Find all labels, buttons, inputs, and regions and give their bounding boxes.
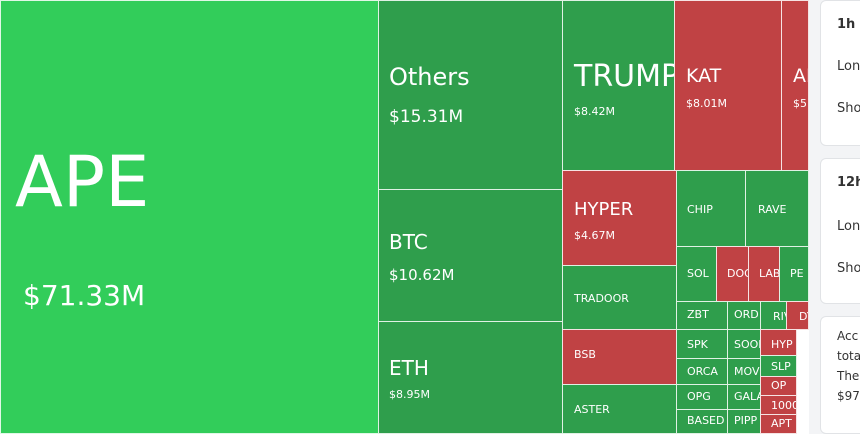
tile-label: HYP <box>771 338 793 351</box>
tile-value: $5. <box>793 97 809 110</box>
tile-value: $8.42M <box>574 105 615 118</box>
treemap-tile[interactable]: TRUMP $8.42M <box>562 0 675 171</box>
tile-label: SOL <box>687 267 709 280</box>
sidebar-card: 12h Lon Sho <box>820 158 860 304</box>
tile-label: BASED <box>687 414 725 427</box>
treemap-tile[interactable]: MOV <box>727 358 761 385</box>
tile-label: RAVE <box>758 203 787 216</box>
treemap-tile[interactable]: DY <box>786 301 809 330</box>
tile-label: BSB <box>574 348 596 361</box>
tile-value: $10.62M <box>389 266 455 284</box>
tile-label: APT <box>771 417 792 430</box>
treemap-tile[interactable]: ORCA <box>676 358 728 385</box>
card-text: tota <box>837 349 860 363</box>
tile-value: $71.33M <box>23 279 146 312</box>
tile-label: OPG <box>687 390 711 403</box>
treemap-tile[interactable]: OPG <box>676 384 728 410</box>
treemap-tile[interactable]: RIV <box>760 301 787 330</box>
tile-label: OP <box>771 379 787 392</box>
tile-label: TRUMP <box>574 59 675 94</box>
treemap-tile[interactable]: ZBT <box>676 301 728 330</box>
tile-label: GALA <box>734 390 761 403</box>
treemap-tile[interactable]: PIPP <box>727 409 761 434</box>
tile-value: $8.95M <box>389 388 430 401</box>
tile-label: PE <box>790 267 804 280</box>
card-text: Sho <box>837 101 860 116</box>
treemap-tile[interactable]: SOON <box>727 329 761 359</box>
tile-label: Others <box>389 63 470 91</box>
tile-value: $15.31M <box>389 107 464 127</box>
tile-label: AI <box>793 65 808 87</box>
tile-label: ASTER <box>574 403 610 416</box>
tile-label: TRADOOR <box>574 292 629 305</box>
treemap-tile[interactable]: BSB <box>562 329 677 385</box>
tile-label: SLP <box>771 360 791 373</box>
tile-label: ZBT <box>687 308 709 321</box>
sidebar-card: 1h Lon Sho <box>820 0 860 146</box>
treemap-tile[interactable]: SLP <box>760 355 797 377</box>
tile-label: ETH <box>389 356 429 380</box>
treemap: APE $71.33M Others $15.31M BTC $10.62M ETH $8.9… <box>0 0 809 434</box>
treemap-tile[interactable]: SOL <box>676 246 717 302</box>
treemap-tile[interactable]: KAT $8.01M <box>674 0 782 171</box>
sidebar-card: Acc tota The $97 <box>820 316 860 434</box>
tile-label: KAT <box>686 65 722 87</box>
card-text: The <box>837 369 860 383</box>
tile-label: DY <box>799 310 808 323</box>
treemap-tile[interactable]: 1000 <box>760 395 797 415</box>
tile-label: ORCA <box>687 365 718 378</box>
tile-value: $4.67M <box>574 229 615 242</box>
treemap-tile[interactable]: BTC $10.62M <box>378 189 563 322</box>
card-text: $97 <box>837 389 860 403</box>
tile-label: LAB <box>759 267 780 280</box>
tile-label: MOV <box>734 365 760 378</box>
tile-label: APE <box>15 141 150 223</box>
card-text: Sho <box>837 261 860 276</box>
treemap-tile[interactable]: RAVE <box>745 170 809 247</box>
treemap-tile[interactable]: HYPER $4.67M <box>562 170 677 266</box>
tile-label: ORD <box>734 308 759 321</box>
treemap-tile[interactable]: LAB <box>748 246 780 302</box>
tile-label: BTC <box>389 230 428 254</box>
treemap-tile[interactable]: AI $5. <box>781 0 809 171</box>
tile-label: SOON <box>734 338 760 351</box>
tile-label: 1000 <box>771 399 797 412</box>
treemap-tile[interactable]: APE $71.33M <box>0 0 379 434</box>
treemap-tile[interactable]: GALA <box>727 384 761 410</box>
sidebar: 1h Lon Sho 12h Lon Sho Acc tota The $97 <box>809 0 860 434</box>
tile-label: DOG <box>727 267 748 280</box>
treemap-tile[interactable]: APT <box>760 414 797 434</box>
treemap-tile[interactable]: CHIP <box>676 170 746 247</box>
treemap-tile[interactable]: DOG <box>716 246 749 302</box>
tile-label: SPK <box>687 338 708 351</box>
treemap-tile[interactable]: BASED <box>676 409 728 434</box>
treemap-tile[interactable]: PE <box>779 246 809 302</box>
card-text: Lon <box>837 219 860 234</box>
treemap-tile[interactable]: ASTER <box>562 384 677 434</box>
treemap-tile[interactable]: SPK <box>676 329 728 359</box>
treemap-tile[interactable]: OP <box>760 376 797 396</box>
treemap-tile[interactable]: TRADOOR <box>562 265 677 330</box>
tile-label: PIPP <box>734 414 758 427</box>
treemap-tile[interactable]: Others $15.31M <box>378 0 563 190</box>
tile-label: HYPER <box>574 199 634 220</box>
treemap-tile[interactable]: ORD <box>727 301 761 330</box>
card-text: 12h <box>837 175 860 190</box>
treemap-tile[interactable]: ETH $8.95M <box>378 321 563 434</box>
tile-label: CHIP <box>687 203 713 216</box>
treemap-tile[interactable]: HYP <box>760 329 797 356</box>
tile-value: $8.01M <box>686 97 727 110</box>
tile-label: RIV <box>773 310 786 323</box>
card-text: 1h <box>837 17 856 32</box>
card-text: Lon <box>837 59 860 74</box>
card-text: Acc <box>837 329 859 343</box>
